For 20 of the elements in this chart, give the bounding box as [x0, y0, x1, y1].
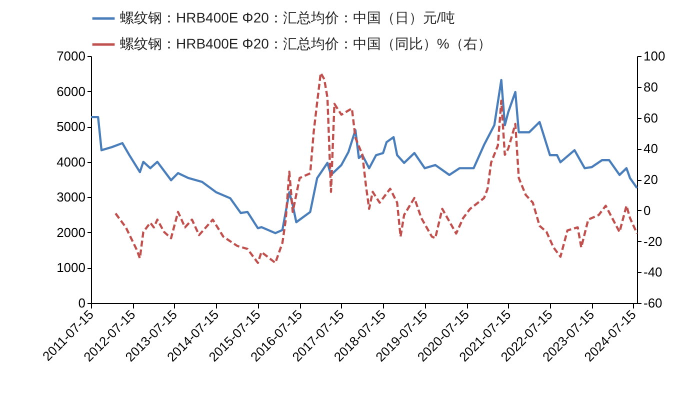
y2-tick-label: -40	[644, 264, 662, 280]
y2-tick-label: 40	[644, 141, 658, 156]
legend-label: 螺纹钢：HRB400E Φ20：汇总均价：中国（日）元/吨	[120, 10, 455, 26]
y-tick-label: 4000	[56, 154, 86, 170]
y2-tick-label: 80	[644, 79, 658, 94]
y2-tick-label: 60	[644, 110, 658, 126]
y-tick-label: 2000	[56, 224, 86, 240]
y-tick-label: 5000	[56, 119, 86, 134]
y-tick-label: 0	[78, 296, 86, 310]
y-tick-label: 7000	[56, 48, 86, 64]
y2-tick-label: 20	[644, 172, 658, 187]
legend-label: 螺纹钢：HRB400E Φ20：汇总均价：中国（同比）%（右）	[120, 36, 492, 52]
y-tick-label: 1000	[56, 260, 86, 276]
line-series	[114, 72, 638, 264]
y2-tick-label: 100	[644, 48, 666, 64]
y-tick-label: 6000	[56, 84, 86, 99]
y2-tick-label: 0	[644, 202, 651, 218]
y2-tick-label: -20	[644, 234, 662, 249]
y-tick-label: 3000	[56, 190, 86, 205]
y2-tick-label: -60	[644, 296, 662, 310]
